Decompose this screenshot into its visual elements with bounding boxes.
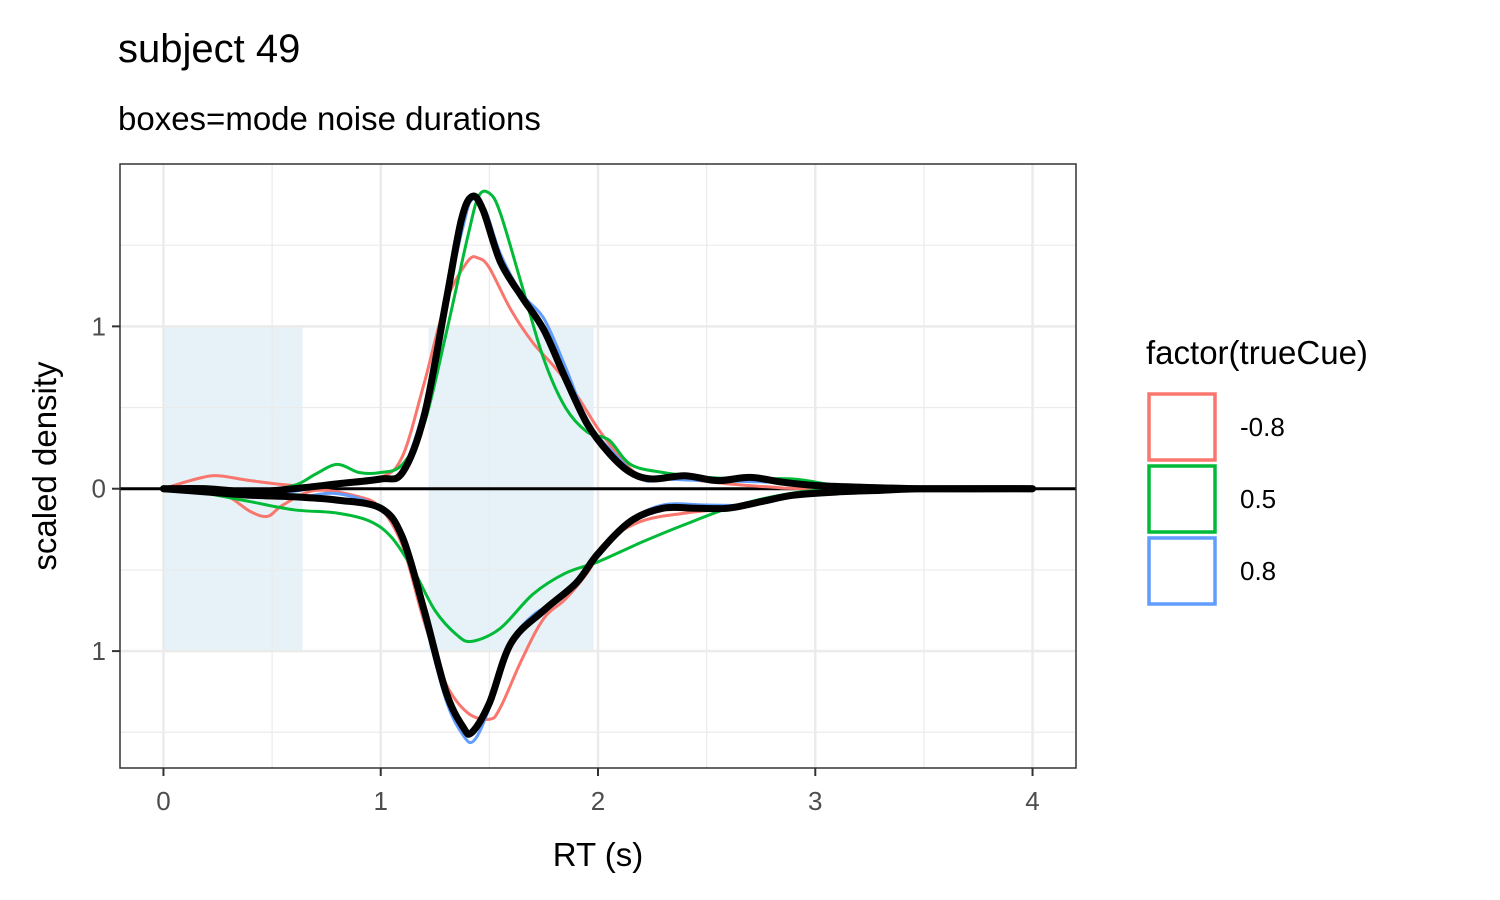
legend-key-0.8 [1147,536,1217,606]
gridlines [120,164,1076,768]
legend-title: factor(trueCue) [1146,334,1368,371]
legend-key--0.8 [1147,392,1217,462]
legend-label-0.5: 0.5 [1240,484,1276,514]
x-tick-label: 3 [808,786,822,816]
legend-label-0.8: 0.8 [1240,556,1276,586]
x-tick-label: 4 [1025,786,1039,816]
y-tick-label: 1 [92,636,106,666]
chart-title: subject 49 [118,27,300,71]
x-tick-label: 0 [156,786,170,816]
x-axis-ticks: 0 1 2 3 4 [156,768,1040,816]
legend: -0.8 0.5 0.8 [1147,392,1285,606]
y-tick-label: 0 [92,474,106,504]
y-tick-label: 1 [92,311,106,341]
chart-subtitle: boxes=mode noise durations [118,100,541,137]
x-tick-label: 2 [591,786,605,816]
legend-key-0.5 [1147,464,1217,534]
legend-label--0.8: -0.8 [1240,412,1285,442]
x-axis-title: RT (s) [553,836,643,873]
series-overall-lower-line [160,485,1036,738]
y-axis-title: scaled density [26,361,63,571]
series-overall-upper-line [160,192,1036,496]
x-tick-label: 1 [373,786,387,816]
y-axis-ticks: 1 0 1 [92,311,120,666]
series-lines [160,189,1036,745]
